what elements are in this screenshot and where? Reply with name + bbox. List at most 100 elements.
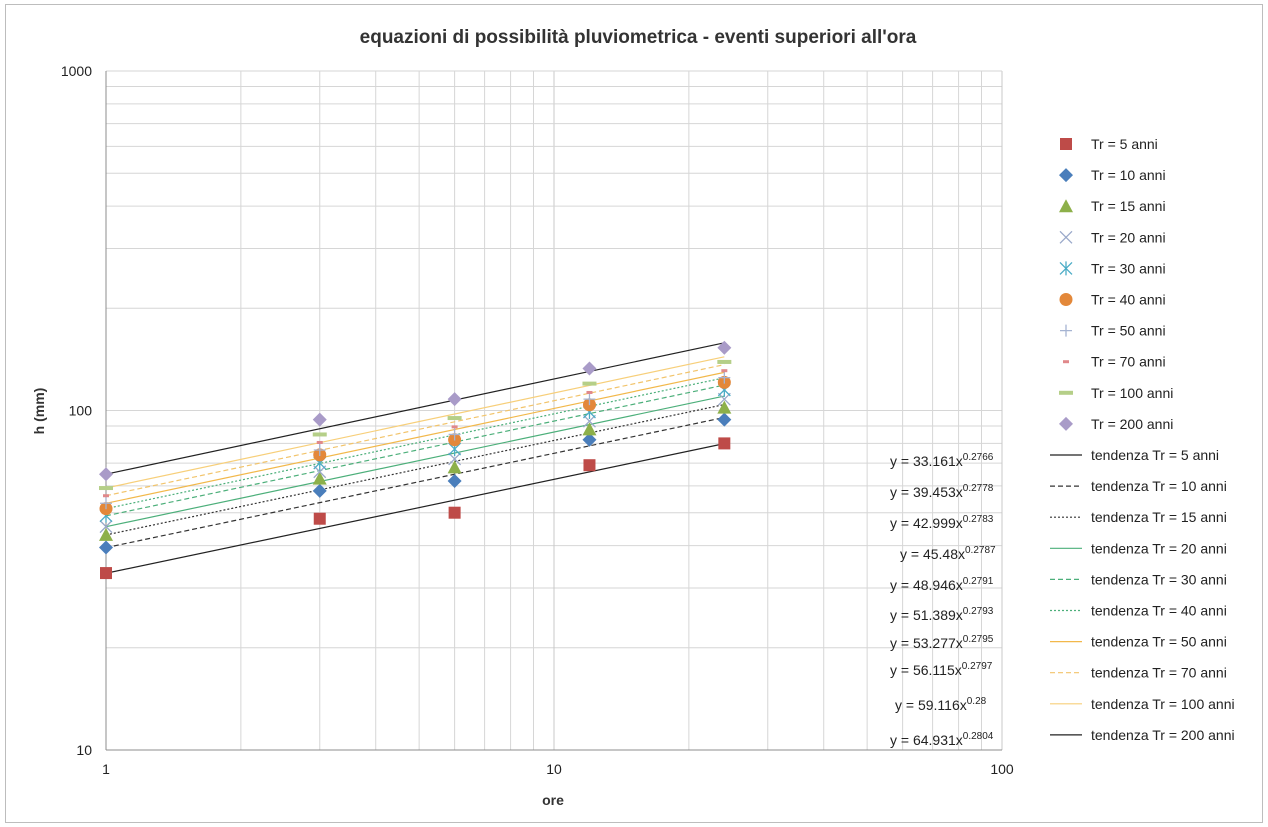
x-tick-label: 1 [102, 761, 110, 777]
trendline-equation: y = 39.453x0.2778 [890, 483, 994, 500]
data-point [582, 381, 597, 386]
trendline [105, 403, 725, 536]
legend-marker [1059, 416, 1073, 431]
data-point [582, 422, 597, 436]
legend-label: tendenza Tr = 10 anni [1091, 478, 1227, 494]
data-point [312, 412, 327, 427]
data-point [100, 497, 112, 510]
legend-marker [1060, 324, 1072, 337]
x-axis-title: ore [542, 792, 564, 808]
legend-marker [1059, 390, 1073, 395]
data-point [583, 393, 596, 406]
trendline [105, 395, 725, 528]
legend-label: tendenza Tr = 200 anni [1091, 727, 1235, 743]
data-points [99, 340, 732, 580]
trendline [105, 443, 725, 574]
chart-title: equazioni di possibilità pluviometrica -… [360, 27, 917, 48]
data-point [316, 440, 323, 444]
data-point [313, 443, 326, 456]
y-tick-label: 1000 [61, 63, 92, 79]
x-tick-label: 10 [546, 761, 562, 777]
data-point [447, 416, 462, 421]
trendline-equation: y = 59.116x0.28 [895, 696, 987, 713]
data-point [717, 392, 731, 406]
data-point [448, 452, 462, 466]
trendline [105, 371, 725, 504]
data-point [448, 428, 461, 441]
trendline [105, 356, 725, 489]
data-point [103, 494, 109, 498]
legend-label: tendenza Tr = 100 anni [1091, 696, 1235, 712]
legend-label: tendenza Tr = 15 anni [1091, 509, 1227, 525]
legend-label: Tr = 5 anni [1091, 136, 1158, 152]
legend-label: Tr = 15 anni [1091, 198, 1166, 214]
trendline-equation: y = 51.389x0.2793 [890, 606, 994, 623]
legend-label: tendenza Tr = 5 anni [1091, 447, 1219, 463]
trendline [105, 416, 725, 549]
trendline-equation: y = 53.277x0.2795 [890, 634, 994, 651]
data-point [717, 412, 732, 427]
data-point [582, 361, 597, 376]
trendline-equation: y = 45.48x0.2787 [900, 545, 996, 562]
trendline-equations: y = 33.161x0.2766 y = 39.453x0.2778 y = 42… [890, 452, 996, 748]
legend-label: Tr = 50 anni [1091, 323, 1166, 339]
legend-marker [1059, 293, 1073, 306]
legend-marker [1059, 230, 1073, 244]
trendline-equation: y = 48.946x0.2791 [890, 576, 994, 593]
data-point [447, 460, 462, 474]
legend-label: Tr = 40 anni [1091, 292, 1166, 308]
data-point [99, 540, 113, 555]
data-point [451, 425, 458, 429]
trendline [105, 377, 725, 510]
legend-marker [1059, 261, 1073, 276]
axes: 1 10 100 10 100 1000 [61, 63, 1014, 777]
data-point [447, 392, 462, 407]
data-point [583, 459, 596, 472]
legend-marker [1059, 199, 1073, 213]
data-point [312, 483, 327, 498]
data-point [586, 390, 593, 394]
legend-label: Tr = 100 anni [1091, 385, 1173, 401]
data-point [99, 467, 113, 482]
y-axis-title: h (mm) [31, 388, 47, 435]
trendlines [105, 342, 725, 574]
data-point [313, 512, 326, 525]
data-point [100, 567, 112, 580]
data-point [718, 437, 731, 450]
trendline-equation: y = 42.999x0.2783 [890, 514, 994, 531]
legend-marker [1060, 138, 1072, 150]
legend-label: Tr = 20 anni [1091, 229, 1166, 245]
data-point [447, 473, 462, 488]
legend-label: Tr = 30 anni [1091, 260, 1166, 276]
data-point [721, 369, 728, 373]
data-point [717, 359, 732, 364]
legend-label: Tr = 200 anni [1091, 416, 1173, 432]
data-point [718, 371, 731, 384]
grid-lines [105, 70, 1003, 751]
data-point [582, 432, 597, 447]
trendline-equation: y = 64.931x0.2804 [890, 731, 994, 748]
x-tick-label: 100 [990, 761, 1014, 777]
legend-label: Tr = 70 anni [1091, 354, 1166, 370]
data-point [448, 506, 461, 519]
data-point [717, 340, 732, 355]
data-point [99, 527, 113, 541]
data-point [583, 414, 596, 428]
legend-marker [1059, 168, 1073, 183]
data-point [99, 486, 113, 491]
legend-label: tendenza Tr = 20 anni [1091, 540, 1227, 556]
trendline [105, 342, 725, 475]
legend-label: tendenza Tr = 30 anni [1091, 571, 1227, 587]
legend-label: tendenza Tr = 40 anni [1091, 603, 1227, 619]
trendline [105, 384, 725, 517]
data-point [717, 400, 732, 414]
y-tick-label: 10 [76, 742, 92, 758]
trendline-equation: y = 56.115x0.2797 [890, 661, 993, 678]
legend: Tr = 5 anni Tr = 10 anni Tr = 15 anni Tr = … [1050, 136, 1235, 743]
legend-label: tendenza Tr = 50 anni [1091, 634, 1227, 650]
data-point [312, 432, 327, 437]
chart-frame [5, 4, 1263, 823]
legend-marker [1063, 360, 1069, 364]
data-point [99, 520, 113, 534]
